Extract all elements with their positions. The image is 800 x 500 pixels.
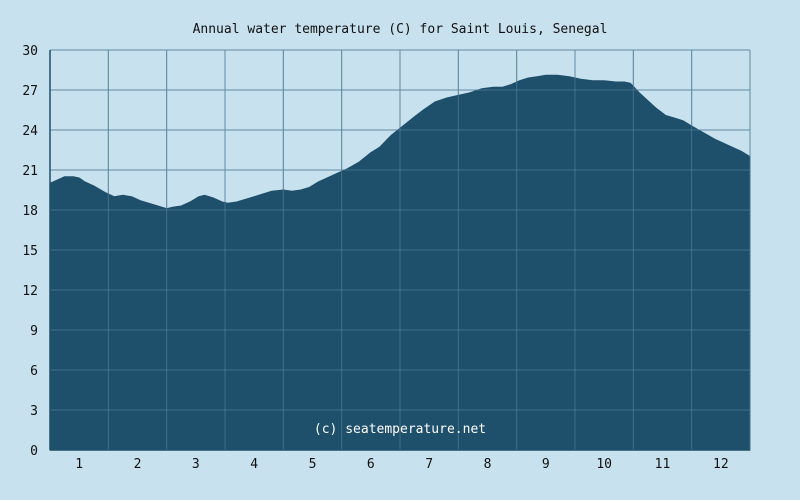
x-tick-label: 1: [75, 457, 83, 472]
x-tick-label: 8: [484, 457, 492, 472]
chart-title: Annual water temperature (C) for Saint L…: [193, 22, 608, 37]
x-tick-label: 2: [134, 457, 142, 472]
x-tick-label: 3: [192, 457, 200, 472]
axis-layer: [49, 50, 750, 451]
x-tick-label: 12: [713, 457, 729, 472]
y-tick-label: 30: [22, 44, 38, 59]
y-tick-label: 21: [22, 164, 38, 179]
x-tick-label: 5: [309, 457, 317, 472]
x-tick-label: 9: [542, 457, 550, 472]
x-tick-label: 7: [425, 457, 433, 472]
y-tick-label: 9: [30, 324, 38, 339]
y-tick-label: 12: [22, 284, 38, 299]
x-tick-label: 10: [596, 457, 612, 472]
y-tick-label: 27: [22, 84, 38, 99]
x-tick-label: 11: [655, 457, 671, 472]
watermark-text: (c) seatemperature.net: [314, 422, 486, 437]
x-tick-label: 4: [250, 457, 258, 472]
x-tick-label: 6: [367, 457, 375, 472]
y-tick-label: 6: [30, 364, 38, 379]
y-tick-label: 0: [30, 444, 38, 459]
y-tick-label: 3: [30, 404, 38, 419]
y-tick-label: 15: [22, 244, 38, 259]
y-tick-label: 24: [22, 124, 38, 139]
y-tick-label: 18: [22, 204, 38, 219]
